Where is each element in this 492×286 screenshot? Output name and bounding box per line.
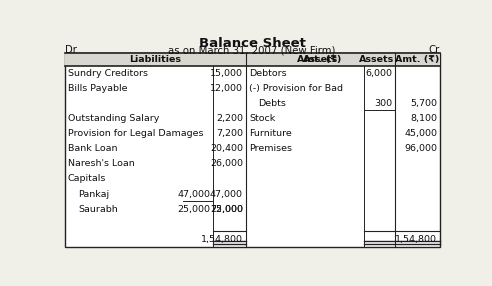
Text: 26,000: 26,000 [210, 159, 243, 168]
Text: Sundry Creditors: Sundry Creditors [68, 69, 148, 78]
Text: 5,700: 5,700 [410, 99, 437, 108]
Text: 25,000: 25,000 [177, 205, 210, 214]
Text: 45,000: 45,000 [404, 129, 437, 138]
Text: Capitals: Capitals [68, 174, 106, 184]
Text: Debts: Debts [258, 99, 286, 108]
Text: Cr: Cr [429, 45, 440, 55]
Text: Stock: Stock [249, 114, 276, 123]
Text: 6,000: 6,000 [366, 69, 393, 78]
Text: Debtors: Debtors [249, 69, 287, 78]
Text: Pankaj: Pankaj [79, 190, 110, 198]
Text: 20,400: 20,400 [210, 144, 243, 153]
Text: Amt. (₹): Amt. (₹) [395, 55, 439, 64]
Text: as on March 31, 2007 (New Firm): as on March 31, 2007 (New Firm) [168, 45, 336, 55]
Text: Naresh's Loan: Naresh's Loan [68, 159, 134, 168]
Bar [64, 53, 440, 247]
Text: 7,200: 7,200 [216, 129, 243, 138]
Bar [64, 53, 440, 66]
Text: Assets: Assets [303, 55, 338, 64]
Text: 25,000: 25,000 [210, 205, 243, 214]
Text: Outstanding Salary: Outstanding Salary [68, 114, 159, 123]
Text: Dr: Dr [64, 45, 76, 55]
Text: Saurabh: Saurabh [79, 205, 118, 214]
Text: 15,000: 15,000 [210, 69, 243, 78]
Text: 72,000: 72,000 [210, 205, 243, 214]
Text: Bills Payable: Bills Payable [68, 84, 127, 93]
Text: Premises: Premises [249, 144, 292, 153]
Text: 8,100: 8,100 [410, 114, 437, 123]
Text: 96,000: 96,000 [404, 144, 437, 153]
Text: 12,000: 12,000 [210, 84, 243, 93]
Text: 47,000: 47,000 [210, 190, 243, 198]
Text: 1,54,800: 1,54,800 [201, 235, 243, 244]
Text: Bank Loan: Bank Loan [68, 144, 117, 153]
Text: 300: 300 [374, 99, 393, 108]
Text: Furniture: Furniture [249, 129, 292, 138]
Text: 47,000: 47,000 [177, 190, 210, 198]
Text: Balance Sheet: Balance Sheet [199, 37, 306, 50]
Text: 2,200: 2,200 [216, 114, 243, 123]
Text: (-) Provision for Bad: (-) Provision for Bad [249, 84, 343, 93]
Text: Amt. (₹): Amt. (₹) [297, 55, 341, 64]
Text: Assets: Assets [359, 55, 394, 64]
Text: Liabilities: Liabilities [129, 55, 181, 64]
Text: Provision for Legal Damages: Provision for Legal Damages [68, 129, 203, 138]
Text: 1,54,800: 1,54,800 [396, 235, 437, 244]
